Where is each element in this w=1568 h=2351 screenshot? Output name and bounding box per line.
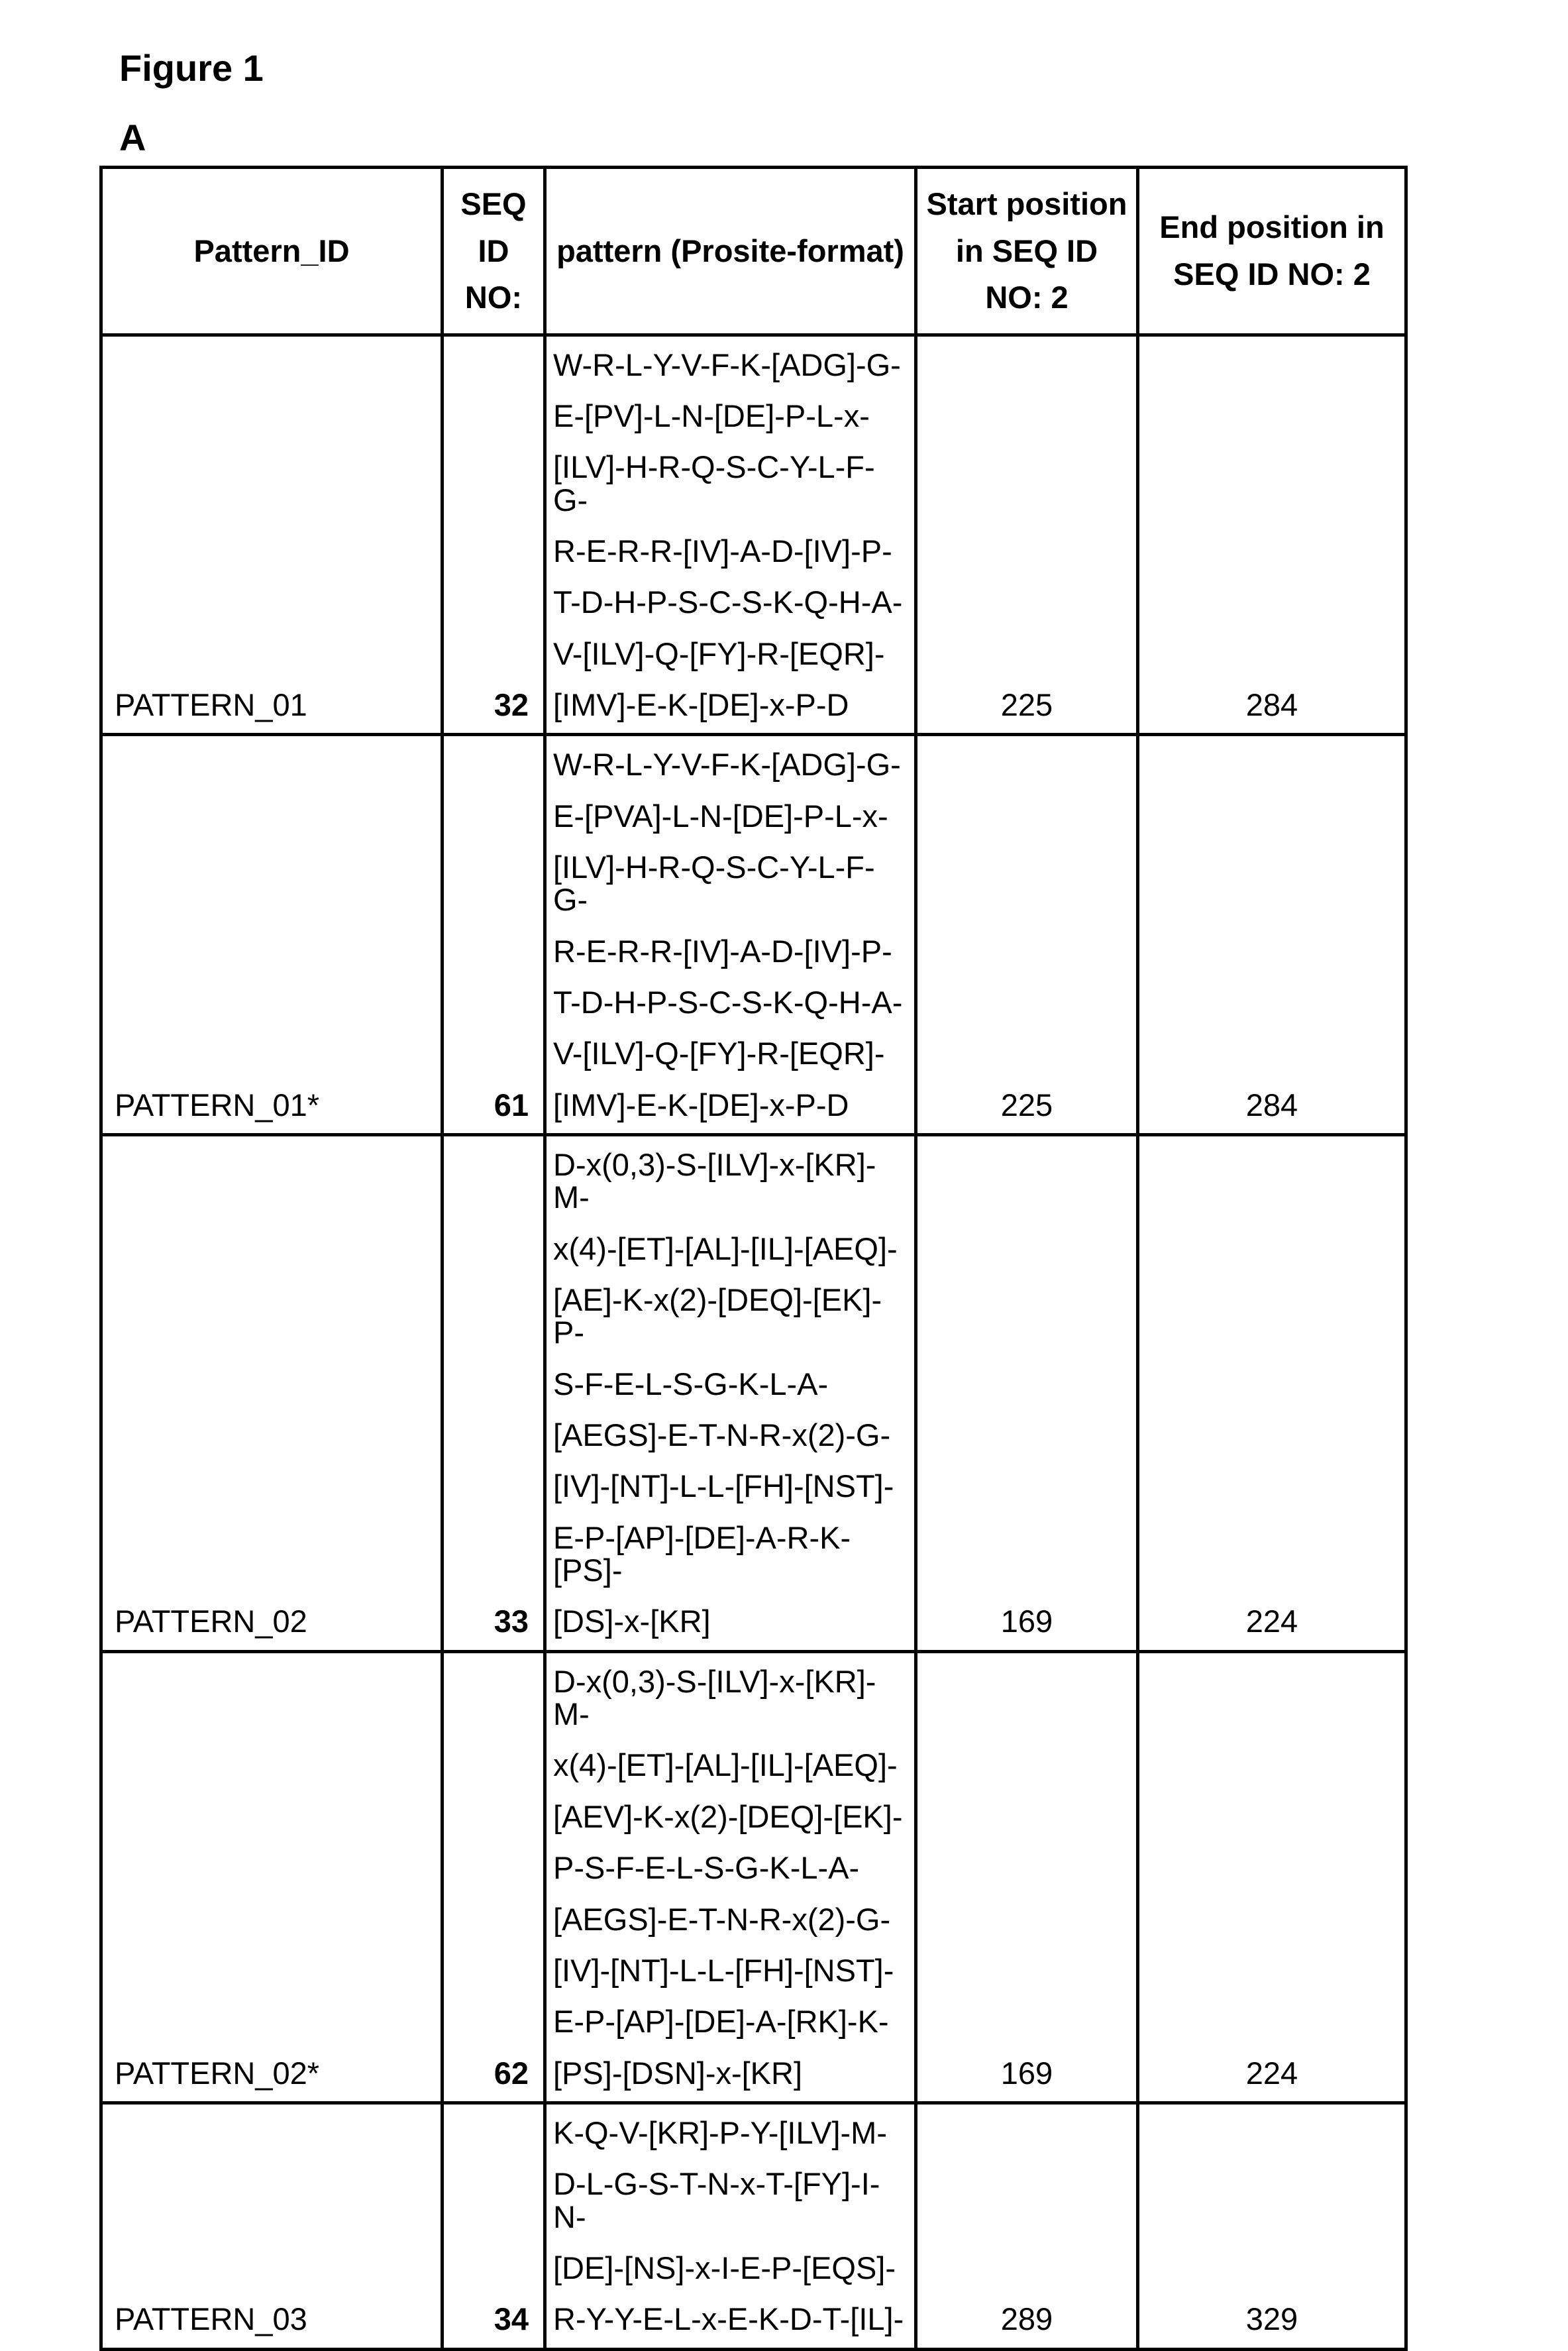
pattern-line: [IV]-[NT]-L-L-[FH]-[NST]- (553, 1954, 908, 2005)
pattern-line: [AE]-K-x(2)-[DEQ]-[EK]-P- (553, 1284, 908, 1368)
pattern-line: R-E-R-R-[IV]-A-D-[IV]-P- (553, 535, 908, 586)
pattern-line: E-[PV]-L-N-[DE]-P-L-x- (553, 400, 908, 451)
col-seq-id-no: SEQ ID NO: (443, 168, 545, 335)
cell-pattern: K-Q-V-[KR]-P-Y-[ILV]-M-D-L-G-S-T-N-x-T-[… (545, 2103, 916, 2349)
pattern-line: V-[ILV]-Q-[FY]-R-[EQR]- (553, 637, 908, 688)
pattern-line: R-Y-Y-E-L-x-E-K-D-T-[IL]- (553, 2303, 908, 2335)
pattern-line: T-D-H-P-S-C-S-K-Q-H-A- (553, 986, 908, 1037)
pattern-line: E-[PVA]-L-N-[DE]-P-L-x- (553, 800, 908, 851)
pattern-line: D-L-G-S-T-N-x-T-[FY]-I-N- (553, 2167, 908, 2252)
pattern-line: [AEGS]-E-T-N-R-x(2)-G- (553, 1903, 908, 1954)
cell-seq-id-no: 34 (443, 2103, 545, 2349)
pattern-line: [AEGS]-E-T-N-R-x(2)-G- (553, 1419, 908, 1470)
pattern-line: T-D-H-P-S-C-S-K-Q-H-A- (553, 586, 908, 637)
cell-end: 284 (1138, 335, 1406, 735)
col-start: Start position in SEQ ID NO: 2 (916, 168, 1138, 335)
col-pattern-id: Pattern_ID (101, 168, 443, 335)
pattern-line: E-P-[AP]-[DE]-A-R-K-[PS]- (553, 1521, 908, 1606)
pattern-table: Pattern_ID SEQ ID NO: pattern (Prosite-f… (99, 166, 1408, 2351)
table-row: PATTERN_01*61W-R-L-Y-V-F-K-[ADG]-G-E-[PV… (101, 735, 1406, 1135)
cell-start: 169 (916, 1651, 1138, 2103)
pattern-line: x(4)-[ET]-[AL]-[IL]-[AEQ]- (553, 1749, 908, 1800)
pattern-line: D-x(0,3)-S-[ILV]-x-[KR]-M- (553, 1665, 908, 1749)
col-pattern: pattern (Prosite-format) (545, 168, 916, 335)
pattern-line: S-F-E-L-S-G-K-L-A- (553, 1368, 908, 1419)
pattern-line: V-[ILV]-Q-[FY]-R-[EQR]- (553, 1037, 908, 1088)
table-row: PATTERN_0132W-R-L-Y-V-F-K-[ADG]-G-E-[PV]… (101, 335, 1406, 735)
pattern-line: [DE]-[NS]-x-I-E-P-[EQS]- (553, 2252, 908, 2303)
pattern-line: K-Q-V-[KR]-P-Y-[ILV]-M- (553, 2116, 908, 2167)
pattern-line: E-P-[AP]-[DE]-A-[RK]-K- (553, 2005, 908, 2056)
pattern-line: [IMV]-E-K-[DE]-x-P-D (553, 688, 908, 721)
pattern-line: W-R-L-Y-V-F-K-[ADG]-G- (553, 748, 908, 799)
cell-pattern: D-x(0,3)-S-[ILV]-x-[KR]-M-x(4)-[ET]-[AL]… (545, 1651, 916, 2103)
cell-start: 289 (916, 2103, 1138, 2349)
cell-seq-id-no: 61 (443, 735, 545, 1135)
cell-start: 225 (916, 735, 1138, 1135)
cell-end: 329 (1138, 2103, 1406, 2349)
cell-pattern-id: PATTERN_01 (101, 335, 443, 735)
pattern-line: D-x(0,3)-S-[ILV]-x-[KR]-M- (553, 1148, 908, 1232)
table-row: PATTERN_0334K-Q-V-[KR]-P-Y-[ILV]-M-D-L-G… (101, 2103, 1406, 2349)
col-end: End position in SEQ ID NO: 2 (1138, 168, 1406, 335)
pattern-line: R-E-R-R-[IV]-A-D-[IV]-P- (553, 935, 908, 986)
pattern-line: [AEV]-K-x(2)-[DEQ]-[EK]- (553, 1800, 908, 1851)
cell-start: 225 (916, 335, 1138, 735)
table-row: PATTERN_02*62D-x(0,3)-S-[ILV]-x-[KR]-M-x… (101, 1651, 1406, 2103)
cell-pattern-id: PATTERN_02* (101, 1651, 443, 2103)
pattern-line: [PS]-[DSN]-x-[KR] (553, 2057, 908, 2089)
cell-pattern-id: PATTERN_01* (101, 735, 443, 1135)
table-header-row: Pattern_ID SEQ ID NO: pattern (Prosite-f… (101, 168, 1406, 335)
cell-seq-id-no: 33 (443, 1135, 545, 1652)
pattern-line: [ILV]-H-R-Q-S-C-Y-L-F-G- (553, 851, 908, 935)
cell-pattern-id: PATTERN_03 (101, 2103, 443, 2349)
panel-label: A (119, 116, 1469, 159)
pattern-line: [IV]-[NT]-L-L-[FH]-[NST]- (553, 1470, 908, 1521)
pattern-line: [IMV]-E-K-[DE]-x-P-D (553, 1089, 908, 1121)
cell-end: 224 (1138, 1651, 1406, 2103)
cell-start: 169 (916, 1135, 1138, 1652)
cell-end: 224 (1138, 1135, 1406, 1652)
pattern-line: [DS]-x-[KR] (553, 1605, 908, 1637)
table-row: PATTERN_0233D-x(0,3)-S-[ILV]-x-[KR]-M-x(… (101, 1135, 1406, 1652)
cell-end: 284 (1138, 735, 1406, 1135)
figure-label: Figure 1 (119, 46, 1469, 89)
cell-pattern: D-x(0,3)-S-[ILV]-x-[KR]-M-x(4)-[ET]-[AL]… (545, 1135, 916, 1652)
cell-pattern: W-R-L-Y-V-F-K-[ADG]-G-E-[PV]-L-N-[DE]-P-… (545, 335, 916, 735)
pattern-line: W-R-L-Y-V-F-K-[ADG]-G- (553, 349, 908, 400)
pattern-line: x(4)-[ET]-[AL]-[IL]-[AEQ]- (553, 1232, 908, 1284)
cell-pattern-id: PATTERN_02 (101, 1135, 443, 1652)
cell-pattern: W-R-L-Y-V-F-K-[ADG]-G-E-[PVA]-L-N-[DE]-P… (545, 735, 916, 1135)
pattern-line: [ILV]-H-R-Q-S-C-Y-L-F-G- (553, 451, 908, 535)
pattern-line: P-S-F-E-L-S-G-K-L-A- (553, 1851, 908, 1902)
cell-seq-id-no: 32 (443, 335, 545, 735)
cell-seq-id-no: 62 (443, 1651, 545, 2103)
